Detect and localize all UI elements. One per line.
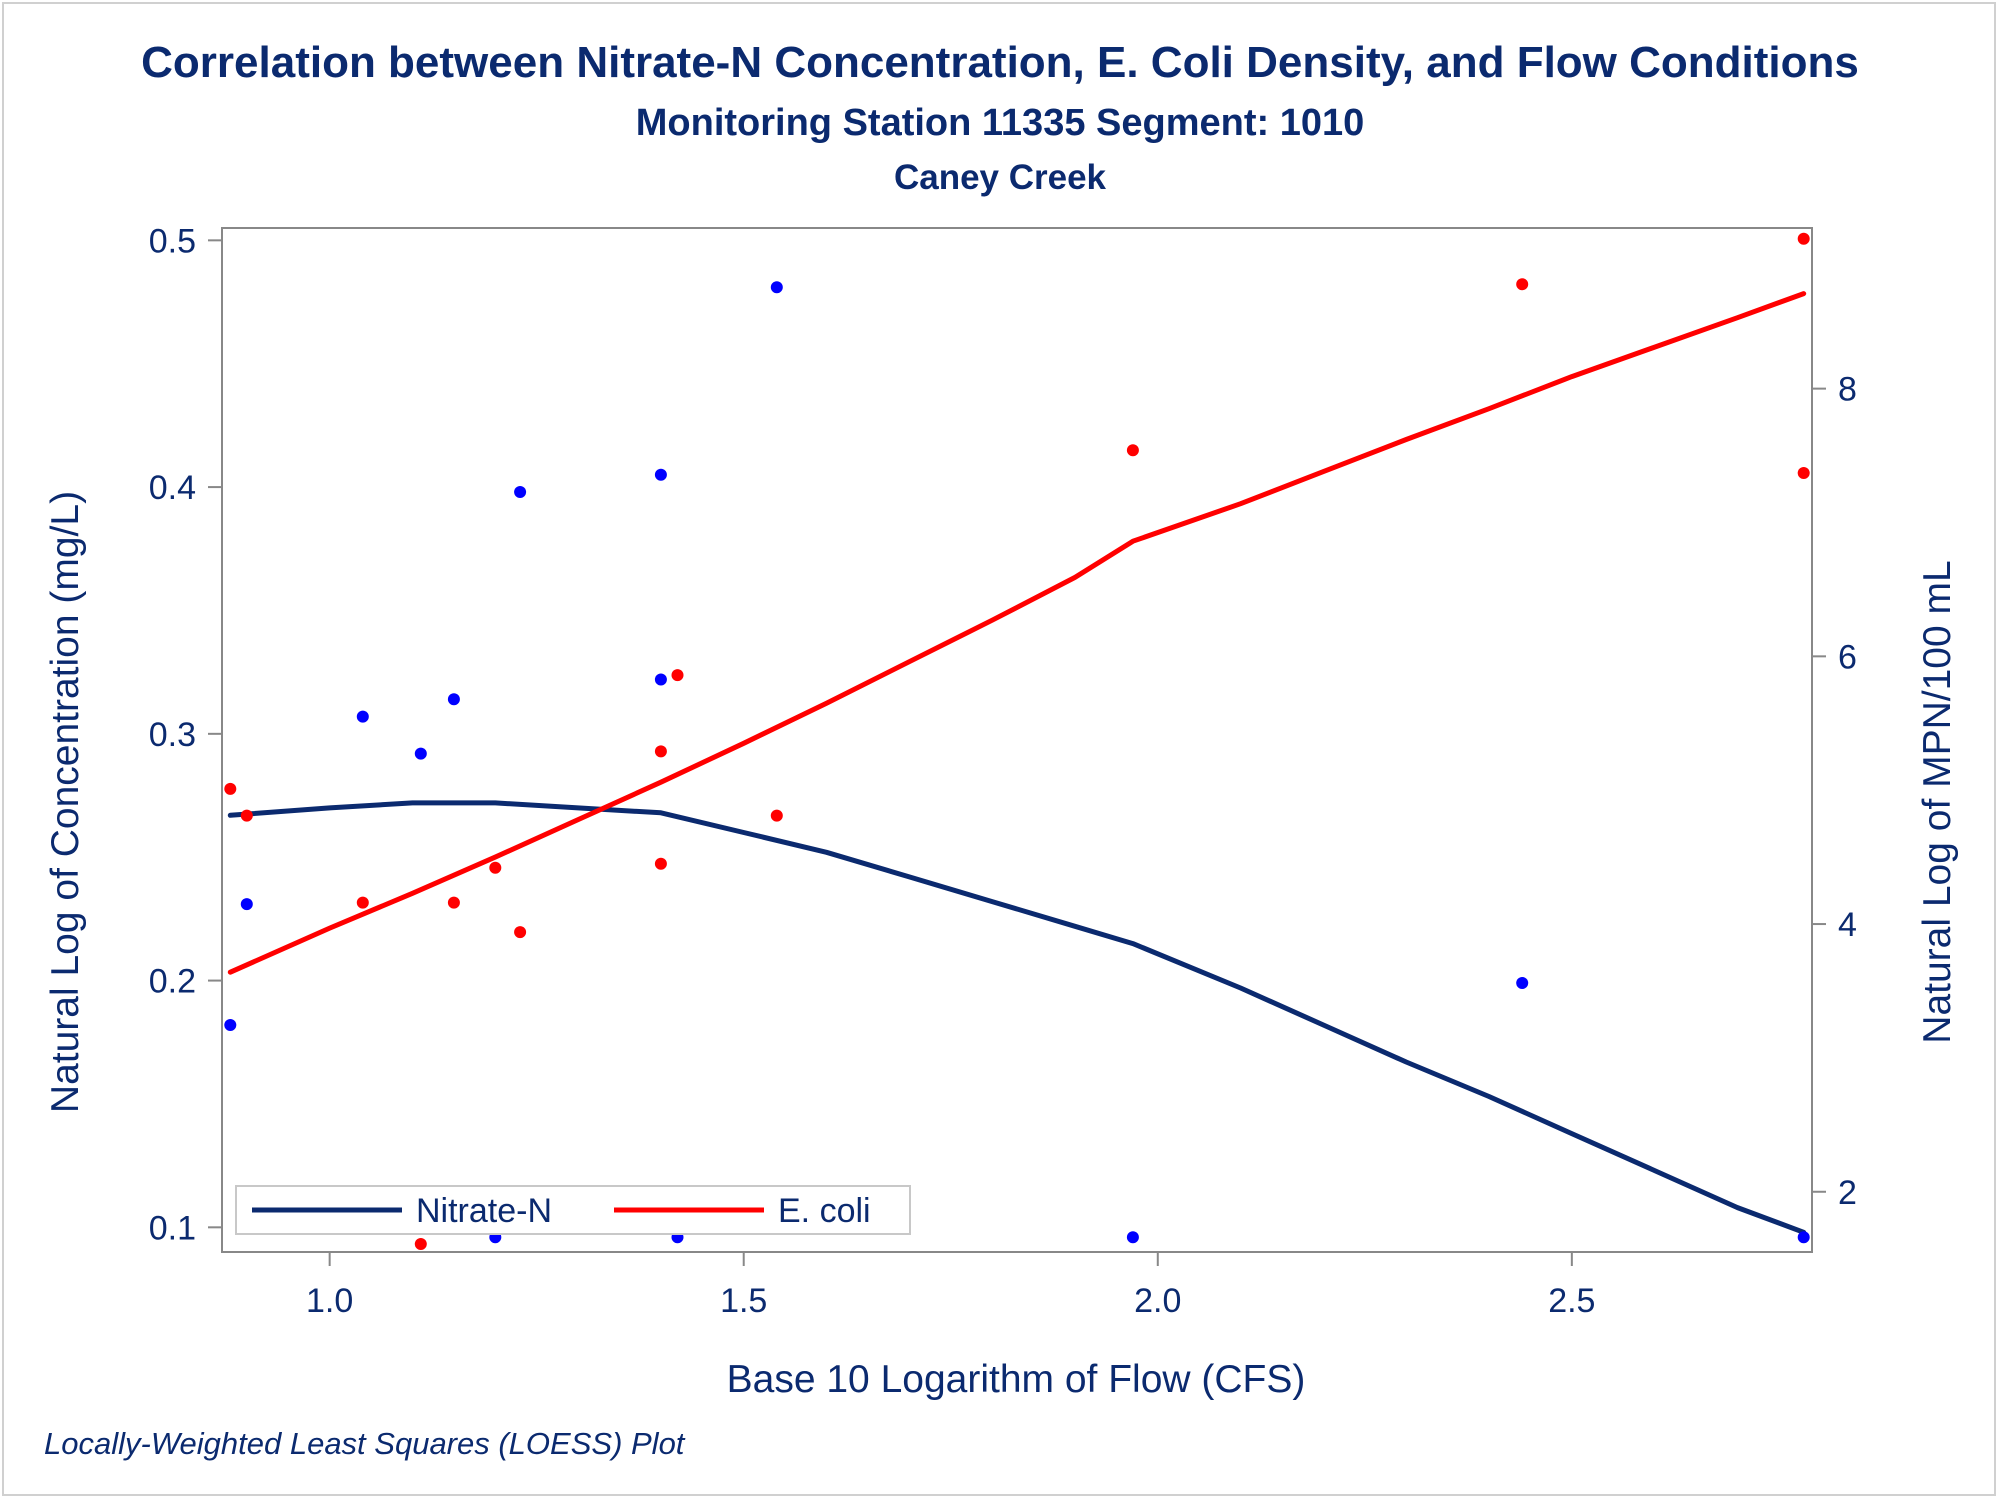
ecoli-point [1797,467,1810,479]
x-tick-label: 1.0 [306,1282,353,1320]
nitrate-point [514,486,527,498]
nitrate-point [356,710,369,723]
ecoli-point [1126,444,1139,457]
y-right-tick-label: 2 [1838,1174,1857,1212]
ecoli-point [356,896,369,909]
ecoli-point [489,861,502,874]
y-right-tick-label: 8 [1838,371,1857,409]
y-right-tick-label: 6 [1838,638,1857,676]
chart-subtitle-2: Caney Creek [893,158,1107,197]
ecoli-point [654,745,667,758]
legend-label-ecoli: E. coli [778,1192,871,1230]
ecoli-point [414,1238,427,1250]
nitrate-point [770,281,783,294]
ecoli-point [514,926,527,939]
ecoli-point [1516,278,1529,291]
nitrate-point [1516,977,1529,989]
ecoli-point [240,809,253,822]
ecoli-point [770,809,783,822]
footnote: Locally-Weighted Least Squares (LOESS) P… [44,1426,685,1461]
nitrate-point [654,468,667,481]
nitrate-point [447,693,460,706]
ecoli-loess-line [227,291,1807,975]
ecoli-point [447,896,460,909]
plot-area-border [221,227,1813,1253]
legend: Nitrate-N E. coli [235,1185,911,1235]
y-right-tick-label: 4 [1838,906,1857,944]
chart-title: Correlation between Nitrate-N Concentrat… [141,38,1859,87]
axes: 1.0 1.5 2.0 2.5 0.1 0.2 0.3 0.4 0.5 2 4 6 8 [149,222,1857,1320]
x-tick-label: 1.5 [720,1282,767,1320]
nitrate-point [654,673,667,686]
y-left-tick-label: 0.4 [149,469,196,507]
nitrate-point [1797,1231,1810,1244]
x-axis-label: Base 10 Logarithm of Flow (CFS) [727,1358,1306,1401]
nitrate-loess-line [227,800,1807,1235]
y-left-tick-label: 0.1 [149,1209,196,1247]
nitrate-point [240,898,253,911]
nitrate-point [414,747,427,760]
y-left-tick-label: 0.5 [149,222,196,260]
y-axis-right-label: Natural Log of MPN/100 mL [1916,560,1959,1043]
x-tick-label: 2.0 [1134,1282,1181,1320]
data-points [224,232,1810,1250]
nitrate-point [224,1019,237,1031]
ecoli-point [671,669,684,682]
ecoli-point [654,857,667,870]
x-tick-label: 2.5 [1548,1282,1595,1320]
loess-curves [227,291,1807,1235]
nitrate-point [1126,1231,1139,1244]
y-left-tick-label: 0.2 [149,963,196,1001]
legend-label-nitrate: Nitrate-N [416,1192,552,1230]
chart-subtitle: Monitoring Station 11335 Segment: 1010 [635,102,1365,144]
ecoli-point [224,782,237,795]
y-left-tick-label: 0.3 [149,716,196,754]
y-axis-left-label: Natural Log of Concentration (mg/L) [44,491,87,1113]
ecoli-point [1797,232,1810,245]
